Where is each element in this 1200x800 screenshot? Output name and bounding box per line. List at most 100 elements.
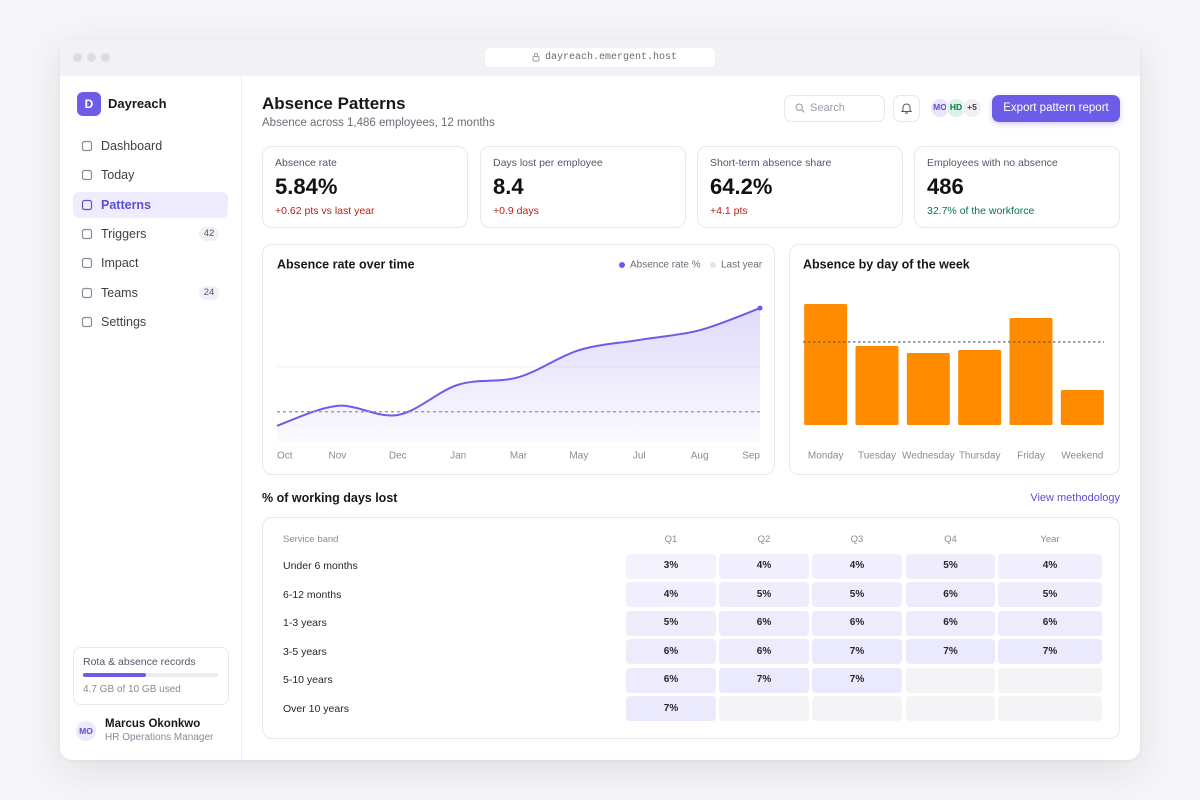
url: dayreach.emergent.host xyxy=(545,52,678,63)
storage-label: 4.7 GB of 10 GB used xyxy=(83,684,181,695)
kpi-value: 486 xyxy=(927,174,964,199)
cell-label: 4% xyxy=(756,560,772,571)
cell-label: 5% xyxy=(756,588,772,600)
heatmap-cell xyxy=(626,667,716,693)
nav-icon xyxy=(81,228,93,239)
cell-label: 6% xyxy=(663,674,679,685)
heatmap-cell xyxy=(812,582,902,607)
nav-icon-shape xyxy=(81,140,93,152)
heatmap-cell xyxy=(906,582,995,607)
url-bar[interactable]: dayreach.emergent.host xyxy=(485,48,715,67)
column-header: Year xyxy=(1040,534,1060,545)
kpi-card xyxy=(697,146,903,228)
nav-label: Impact xyxy=(101,256,139,271)
row-label: 5-10 years xyxy=(283,674,333,686)
nav-icon xyxy=(81,287,93,298)
cell-label: 6% xyxy=(756,645,772,657)
nav-badge: 42 xyxy=(199,226,219,241)
bell-icon-shape xyxy=(901,103,912,114)
cell-label: 6% xyxy=(663,645,679,657)
cell-label: 7% xyxy=(849,674,865,685)
search-icon-shape xyxy=(795,103,803,111)
brand-name: Dayreach xyxy=(108,96,167,111)
cell-label: 7% xyxy=(849,645,865,657)
kpi-value: 8.4 xyxy=(493,174,524,199)
nav-icon xyxy=(81,140,93,152)
heatmap-cell xyxy=(626,639,716,664)
nav-icon xyxy=(81,258,93,269)
nav-icon xyxy=(81,316,93,327)
kpi-delta: +0.62 pts vs last year xyxy=(275,205,375,217)
cell-label: 4% xyxy=(663,588,679,600)
nav-label: Settings xyxy=(101,314,147,329)
cell-label: 4% xyxy=(1042,560,1058,571)
cell-label: 5% xyxy=(943,560,958,571)
nav-icon-shape xyxy=(81,287,93,298)
column-header: Q1 xyxy=(664,534,678,545)
cell-label: 7% xyxy=(663,702,679,714)
heatmap-cell xyxy=(719,610,809,636)
nav-label: Teams xyxy=(101,285,138,300)
heatmap-cell xyxy=(719,667,809,693)
heatmap-cell xyxy=(719,696,809,721)
nav-item[interactable] xyxy=(73,309,228,335)
heatmap-cell xyxy=(626,696,716,721)
sidebar xyxy=(60,76,242,760)
heatmap-cell xyxy=(998,610,1102,636)
user-name: Marcus Okonkwo xyxy=(105,718,201,730)
heatmap-cell xyxy=(998,582,1102,607)
cell-label: 6% xyxy=(849,617,865,628)
nav-label: Dashboard xyxy=(101,139,163,153)
kpi-card xyxy=(480,146,686,228)
kpi-label: Absence rate xyxy=(275,157,337,169)
nav-icon xyxy=(81,170,93,181)
kpi-card xyxy=(262,146,468,228)
page-subtitle: Absence across 1,486 employees, 12 month… xyxy=(262,117,495,129)
cell-label: 6% xyxy=(943,617,958,628)
search-box[interactable] xyxy=(784,95,885,122)
heatmap-cell xyxy=(906,610,995,636)
user-avatar: MO xyxy=(76,721,96,741)
heatmap-cell xyxy=(906,553,995,579)
heatmap-cell xyxy=(719,553,809,579)
notification-button[interactable] xyxy=(893,95,920,122)
cell-label: 5% xyxy=(849,588,865,600)
row-label: Over 10 years xyxy=(283,702,349,715)
cell-label: 6% xyxy=(756,617,772,628)
heatmap-cell xyxy=(719,582,809,607)
user-role: HR Operations Manager xyxy=(105,732,214,743)
heatmap-cell xyxy=(906,639,995,664)
storage-track xyxy=(83,673,218,677)
export-button[interactable]: Export pattern report xyxy=(992,95,1120,122)
nav-item[interactable] xyxy=(73,162,228,188)
kpi-delta: 32.7% of the workforce xyxy=(927,205,1035,217)
methodology-link[interactable]: View methodology xyxy=(1030,492,1120,504)
brand-logo: D xyxy=(77,92,101,116)
kpi-delta: +4.1 pts xyxy=(710,205,748,217)
storage-title: Rota & absence records xyxy=(83,656,196,668)
bar-chart-card xyxy=(789,244,1120,475)
cell-label: 6% xyxy=(1042,617,1058,628)
search-icon-shape xyxy=(801,109,805,113)
nav-item[interactable] xyxy=(73,191,228,218)
heatmap-cell xyxy=(906,696,995,721)
heatmap-cell xyxy=(812,610,902,636)
nav-item[interactable] xyxy=(73,250,228,276)
nav-icon-shape xyxy=(81,258,93,269)
cell-label: 5% xyxy=(663,617,679,628)
column-header: Service band xyxy=(283,534,339,545)
nav-icon-shape xyxy=(81,170,93,181)
kpi-value: 5.84% xyxy=(275,174,338,199)
nav-icon-shape xyxy=(81,316,93,327)
cell-label: 5% xyxy=(1042,588,1058,600)
column-header: Q2 xyxy=(757,534,771,545)
kpi-card xyxy=(914,146,1120,228)
cell-label: 3% xyxy=(663,560,679,571)
lock-icon xyxy=(532,53,540,62)
table-title: % of working days lost xyxy=(262,491,398,505)
heatmap-cell xyxy=(998,553,1102,579)
heatmap-cell xyxy=(812,553,902,579)
column-header: Q4 xyxy=(944,534,957,545)
cell-label: 7% xyxy=(756,674,772,685)
